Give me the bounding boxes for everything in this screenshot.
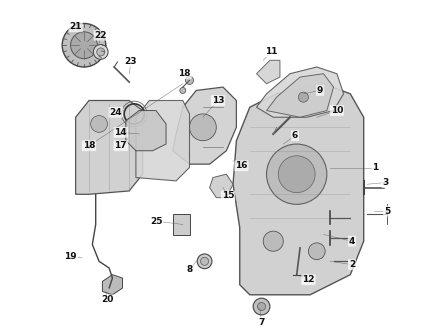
Text: 11: 11 xyxy=(265,48,278,56)
Text: 17: 17 xyxy=(115,141,127,150)
Text: 14: 14 xyxy=(115,128,127,137)
Text: 25: 25 xyxy=(150,217,162,225)
Text: 19: 19 xyxy=(64,252,77,261)
Text: 5: 5 xyxy=(384,207,390,215)
Circle shape xyxy=(180,87,186,93)
Text: 18: 18 xyxy=(83,141,95,150)
Circle shape xyxy=(186,76,194,84)
Circle shape xyxy=(253,298,270,315)
Text: 9: 9 xyxy=(317,86,323,95)
Circle shape xyxy=(97,48,105,56)
Text: 22: 22 xyxy=(95,31,107,40)
Text: 10: 10 xyxy=(331,106,343,115)
Text: 23: 23 xyxy=(124,58,137,66)
Circle shape xyxy=(190,114,216,141)
Circle shape xyxy=(62,23,106,67)
Circle shape xyxy=(309,243,325,260)
Polygon shape xyxy=(256,60,280,84)
Circle shape xyxy=(201,257,209,265)
Text: 20: 20 xyxy=(101,295,114,304)
Text: 21: 21 xyxy=(69,22,82,31)
Text: 3: 3 xyxy=(382,178,388,187)
Text: 6: 6 xyxy=(292,131,298,140)
Polygon shape xyxy=(267,74,334,117)
Text: 24: 24 xyxy=(109,108,122,117)
Polygon shape xyxy=(173,214,190,234)
Text: 4: 4 xyxy=(349,237,355,246)
Polygon shape xyxy=(256,67,343,117)
Text: 16: 16 xyxy=(235,161,248,170)
Polygon shape xyxy=(76,100,143,194)
Text: 12: 12 xyxy=(302,275,315,284)
Circle shape xyxy=(91,116,107,132)
Polygon shape xyxy=(210,174,233,198)
Text: 18: 18 xyxy=(178,69,191,78)
Polygon shape xyxy=(233,84,363,295)
Text: 15: 15 xyxy=(222,192,234,200)
Text: 2: 2 xyxy=(349,260,355,269)
Polygon shape xyxy=(136,100,190,181)
Circle shape xyxy=(197,254,212,269)
Circle shape xyxy=(257,303,265,311)
Polygon shape xyxy=(173,87,236,164)
Circle shape xyxy=(278,156,315,193)
Text: 7: 7 xyxy=(258,318,265,327)
Polygon shape xyxy=(126,111,166,151)
Text: 8: 8 xyxy=(186,265,193,274)
Text: 13: 13 xyxy=(212,96,224,105)
Circle shape xyxy=(70,32,97,59)
Text: 1: 1 xyxy=(372,163,379,172)
Polygon shape xyxy=(103,275,123,295)
Circle shape xyxy=(267,144,327,204)
Circle shape xyxy=(298,92,309,102)
Circle shape xyxy=(93,45,108,59)
Circle shape xyxy=(263,231,283,251)
